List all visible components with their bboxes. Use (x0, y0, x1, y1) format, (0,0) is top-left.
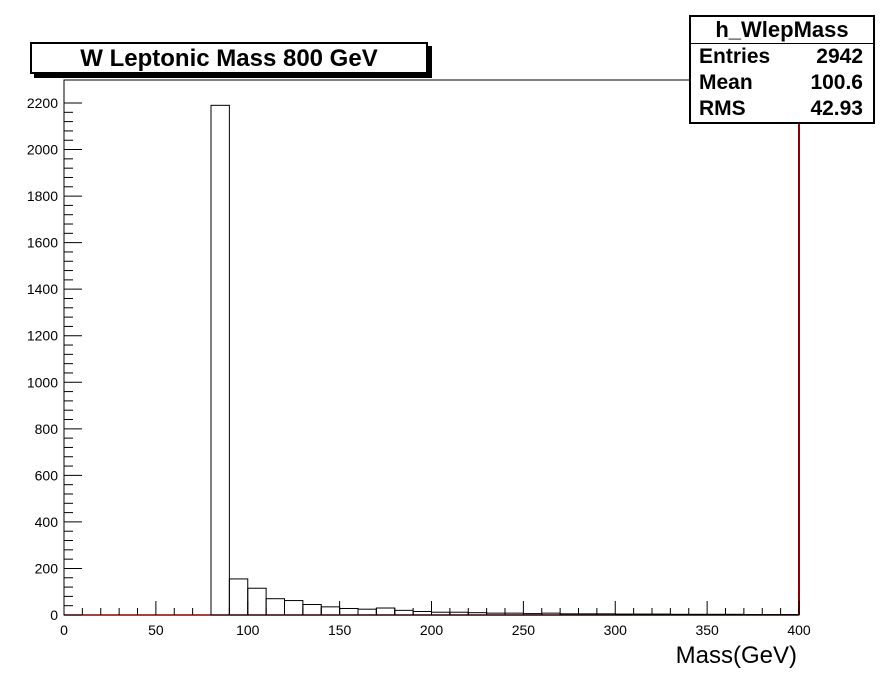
x-tick-label: 100 (236, 622, 260, 638)
stats-histogram-name: h_WlepMass (691, 17, 873, 44)
histogram-bin (431, 611, 451, 616)
histogram-bin (706, 613, 726, 616)
histogram-bin (320, 606, 341, 616)
histogram-bin (284, 600, 304, 616)
chart-title: W Leptonic Mass 800 GeV (80, 45, 378, 72)
histogram-bin (486, 612, 506, 616)
y-tick-label: 1000 (27, 374, 58, 390)
y-tick-label: 1600 (27, 235, 58, 251)
histogram-bin (357, 608, 377, 616)
y-tick-label: 400 (35, 514, 59, 530)
histogram-bin (339, 607, 359, 616)
histogram-bin (688, 613, 708, 616)
stats-row-rms: RMS 42.93 (691, 96, 873, 122)
histogram-bin (725, 613, 745, 616)
histogram-bin (467, 612, 488, 616)
x-tick-label: 250 (512, 622, 536, 638)
stats-row-entries: Entries 2942 (691, 44, 873, 70)
histogram-bin (669, 613, 690, 616)
x-tick-label: 0 (60, 622, 68, 638)
stats-value: 42.93 (810, 97, 863, 120)
histogram-bin (302, 604, 322, 616)
y-tick-label: 0 (50, 607, 58, 623)
stats-value: 100.6 (810, 71, 863, 94)
y-tick-label: 1400 (27, 281, 58, 297)
plot-frame (63, 79, 800, 616)
y-tick-label: 1200 (27, 328, 58, 344)
stats-label: Entries (699, 45, 771, 68)
x-tick-label: 350 (695, 622, 719, 638)
x-axis-label: Mass(GeV) (676, 642, 797, 669)
chart-title-box: W Leptonic Mass 800 GeV (30, 42, 428, 74)
x-tick-label: 50 (148, 622, 164, 638)
histogram-bin (504, 612, 524, 616)
y-tick-label: 2000 (27, 142, 58, 158)
histogram-bin (375, 607, 396, 616)
y-tick-label: 600 (35, 467, 59, 483)
histogram-bin (265, 598, 285, 616)
axis-layer (63, 79, 800, 616)
stats-label: Mean (699, 71, 753, 94)
histogram-bars (210, 104, 800, 616)
tick-layer: 0200400600800100012001400160018002000220… (27, 95, 811, 638)
histogram-bin (247, 587, 267, 616)
x-tick-label: 200 (420, 622, 444, 638)
stats-box: h_WlepMass Entries 2942 Mean 100.6 RMS 4… (689, 15, 875, 124)
x-tick-label: 150 (328, 622, 352, 638)
y-tick-label: 1800 (27, 188, 58, 204)
y-tick-label: 800 (35, 421, 59, 437)
histogram-bin (210, 104, 230, 616)
histogram-bin (633, 613, 653, 616)
histogram-bin (541, 612, 561, 616)
histogram-bin (228, 578, 249, 616)
x-tick-label: 400 (787, 622, 811, 638)
histogram-bin (449, 611, 469, 616)
stats-label: RMS (699, 97, 746, 120)
histogram-bin (651, 613, 671, 616)
y-tick-label: 2200 (27, 95, 58, 111)
stats-value: 2942 (816, 45, 863, 68)
histogram-bin (614, 613, 635, 616)
stats-row-mean: Mean 100.6 (691, 70, 873, 96)
y-tick-label: 200 (35, 560, 59, 576)
x-tick-label: 300 (604, 622, 628, 638)
